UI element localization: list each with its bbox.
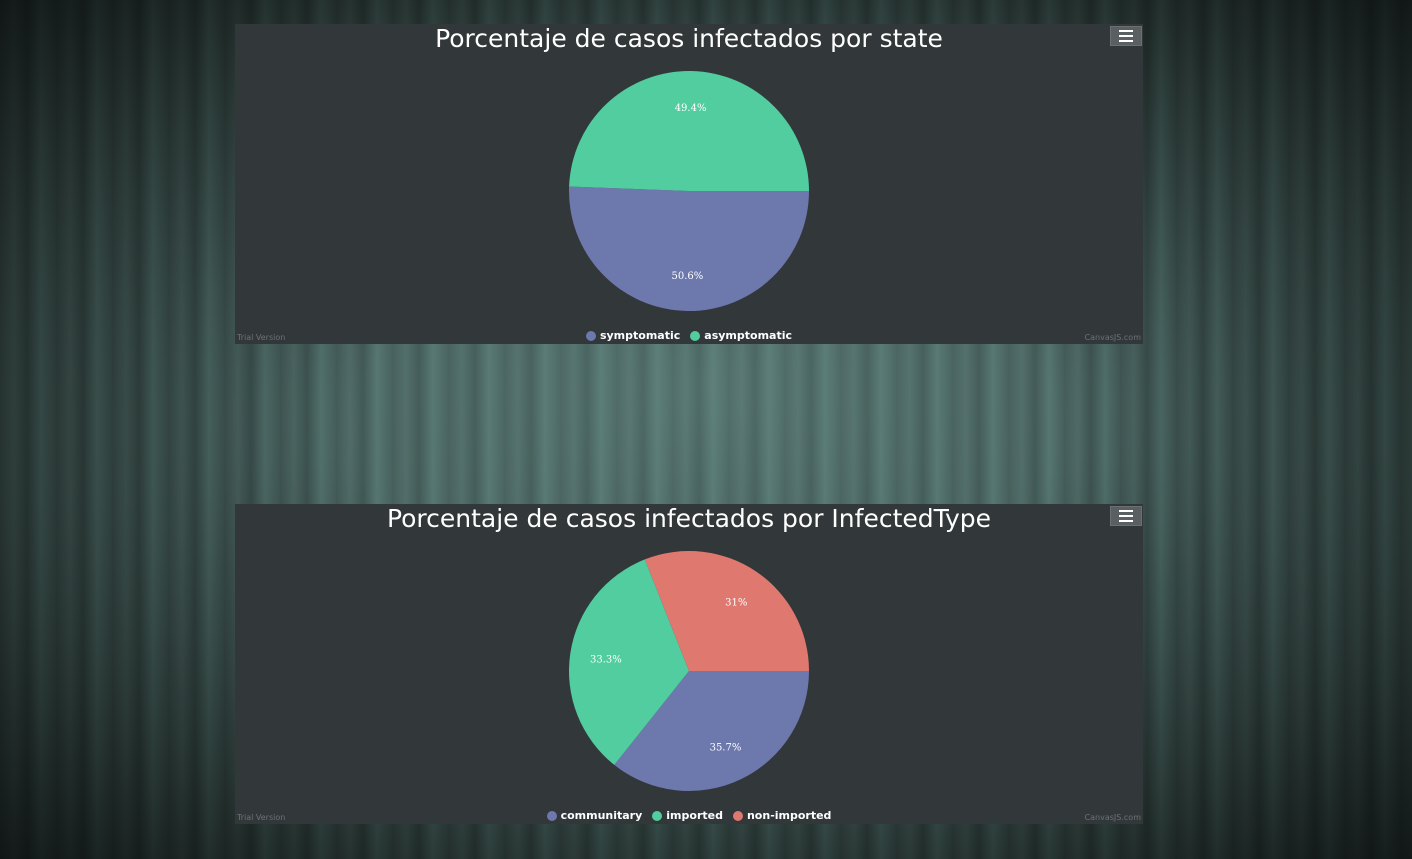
legend-label: imported [666,809,723,822]
chart-panel-state: Porcentaje de casos infectados por state… [235,24,1143,344]
pie-slice-communitary[interactable] [614,671,809,791]
hamburger-menu-icon [1119,510,1133,522]
pie-slice-non-imported[interactable] [644,551,809,671]
legend-item-non-imported[interactable]: non-imported [732,809,832,822]
slice-label-imported: 33.3% [590,655,622,666]
chart-menu-button[interactable] [1110,26,1142,46]
chart-title: Porcentaje de casos infectados por Infec… [386,504,992,533]
legend-marker [690,330,701,341]
pie-chart-state: 50.6% 49.4% [569,70,809,311]
legend-marker [585,330,596,341]
pie-slice-asymptomatic[interactable] [569,70,809,191]
legend-item-symptomatic[interactable]: symptomatic [585,329,681,342]
chart-title: Porcentaje de casos infectados por state [435,24,943,53]
watermark-trial: Trial Version [237,813,286,822]
legend-label: asymptomatic [704,329,793,342]
slice-label-communitary: 35.7% [710,743,742,754]
chart-legend: communitary imported non-imported [235,809,1143,822]
pie-chart-infected-type: 35.7% 33.3% 31% [569,551,809,791]
chart-legend: symptomatic asymptomatic [235,329,1143,342]
legend-item-communitary[interactable]: communitary [546,809,643,822]
legend-marker [546,810,557,821]
slice-label-symptomatic: 50.6% [672,271,704,282]
legend-label: communitary [560,809,643,822]
legend-marker [652,810,663,821]
slice-label-asymptomatic: 49.4% [675,103,707,114]
chart-menu-button[interactable] [1110,506,1142,526]
legend-item-imported[interactable]: imported [652,809,723,822]
hamburger-menu-icon [1119,30,1133,42]
legend-marker [732,810,743,821]
legend-label: non-imported [746,809,832,822]
pie-slice-imported[interactable] [569,559,689,765]
slice-label-non-imported: 31% [725,598,747,609]
watermark-credit[interactable]: CanvasJS.com [1084,813,1141,822]
watermark-trial: Trial Version [237,333,286,342]
legend-label: symptomatic [599,329,681,342]
legend-item-asymptomatic[interactable]: asymptomatic [690,329,792,342]
chart-panel-infected-type: Porcentaje de casos infectados por Infec… [235,504,1143,824]
watermark-credit[interactable]: CanvasJS.com [1084,333,1141,342]
pie-slice-symptomatic[interactable] [569,186,809,311]
